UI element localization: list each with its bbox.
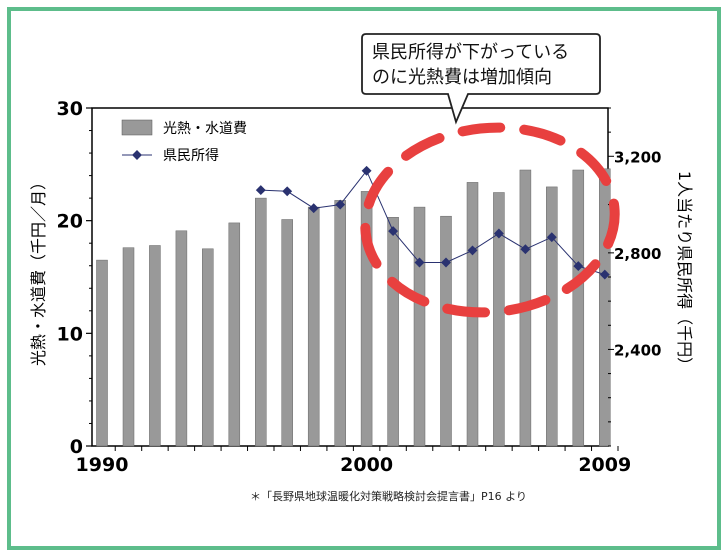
income-point-1997 [282,186,293,197]
right-tick-label: 2,400 [614,341,661,359]
legend-line-marker [132,150,142,160]
axis-ticks: 0 10 20 30 2,400 2,800 3,200 1990 2000 2009 [57,98,662,476]
income-point-2006 [520,244,531,255]
income-point-2000 [361,165,372,176]
right-tick-label: 3,200 [614,148,661,166]
income-line [260,169,605,276]
bar-2007 [546,186,558,447]
bar-2005 [493,192,505,447]
legend-bar-swatch [121,119,153,136]
left-axis-title: 光熱・水道費（千円／月） [29,174,48,366]
income-point-1996 [255,185,266,196]
bar-1990 [96,259,108,447]
line-series [255,165,610,280]
bar-2001 [387,217,399,447]
income-point-2001 [388,226,399,237]
right-axis-title: 1人当たり県民所得（千円） [675,171,694,373]
bar-2008 [572,169,585,447]
callout: 県民所得が下がっている のに光熱費は増加傾向 [361,33,601,125]
income-point-2004 [467,245,478,256]
income-point-1999 [335,199,346,210]
x-tick-label: 1990 [76,454,129,476]
bar-1998 [307,206,320,447]
x-tick-label: 2000 [340,454,393,476]
left-tick-label: 20 [57,211,83,233]
income-point-2007 [546,232,557,243]
bar-1995 [228,222,241,447]
income-point-2005 [493,228,504,239]
bar-2000 [360,191,373,447]
legend-line-label: 県民所得 [163,147,219,164]
callout-bubble [361,33,601,125]
income-point-2003 [441,257,451,268]
income-point-2009 [599,269,610,280]
callout-line-1: 県民所得が下がっている [372,42,569,63]
legend-bar-label: 光熱・水道費 [163,121,247,137]
source-note: ＊「長野県地球温暖化対策戦略検討会提言書」P16 より [250,489,527,503]
bar-1993 [175,230,188,447]
bar-1997 [281,219,293,447]
bar-2009 [599,168,611,447]
bar-2002 [413,206,426,447]
left-tick-label: 0 [70,436,83,458]
bar-2003 [440,215,452,447]
bar-1991 [122,247,135,447]
bar-1996 [255,197,267,447]
highlight-ellipse [360,122,620,318]
legend: 光熱・水道費 県民所得 [121,119,247,164]
income-point-1998 [308,203,319,214]
left-tick-label: 30 [57,98,83,120]
left-tick-label: 10 [57,323,83,345]
income-point-2002 [414,257,425,268]
right-tick-label: 2,800 [614,245,661,263]
income-point-2008 [573,261,584,272]
bar-1999 [334,200,346,447]
x-tick-label: 2009 [578,454,631,476]
bar-1992 [149,245,161,447]
bar-1994 [202,248,214,447]
callout-line-2: のに光熱費は増加傾向 [372,67,552,88]
figure-frame [7,7,721,550]
